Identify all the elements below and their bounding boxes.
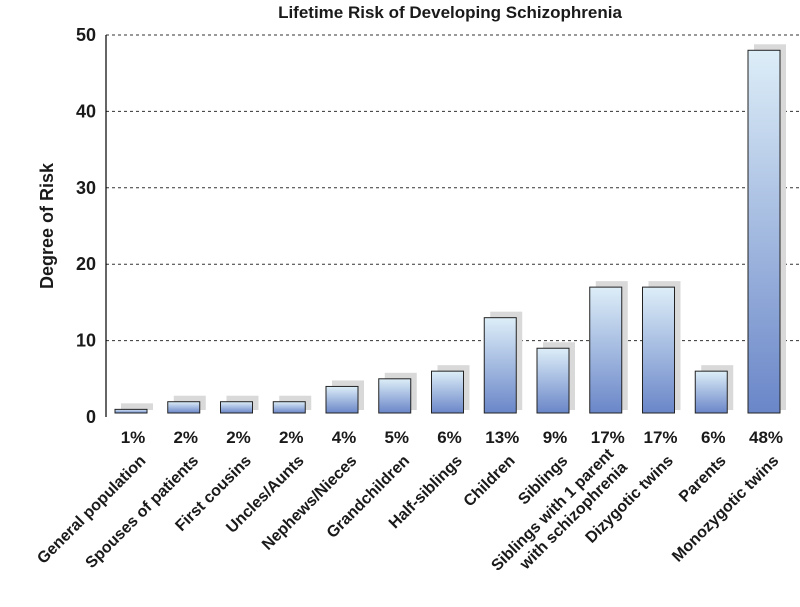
data-label: 9% bbox=[543, 428, 568, 447]
data-label: 2% bbox=[226, 428, 251, 447]
data-label: 1% bbox=[121, 428, 146, 447]
data-label: 2% bbox=[279, 428, 304, 447]
y-tick-label: 40 bbox=[76, 101, 96, 121]
data-label: 17% bbox=[591, 428, 625, 447]
data-label: 48% bbox=[749, 428, 783, 447]
bars bbox=[114, 49, 781, 414]
bar bbox=[325, 385, 359, 414]
x-tick-label: Children bbox=[461, 452, 519, 510]
bar bbox=[220, 401, 253, 414]
chart-title: Lifetime Risk of Developing Schizophreni… bbox=[278, 3, 622, 22]
data-labels: 1% 2% 2% 2% 4% 5% 6% 13% 9% 17% 17% 6% 48% bbox=[121, 428, 783, 447]
x-tick-label: Parents bbox=[676, 452, 730, 506]
data-label: 17% bbox=[643, 428, 677, 447]
bar bbox=[589, 286, 623, 414]
bar bbox=[747, 49, 781, 414]
bar bbox=[694, 370, 728, 414]
bar bbox=[483, 317, 517, 414]
y-tick-label: 10 bbox=[76, 331, 96, 351]
x-tick-label-group: Monozygotic twins bbox=[669, 452, 782, 565]
y-tick-label: 0 bbox=[86, 407, 96, 427]
bar bbox=[378, 378, 412, 414]
grid-lines bbox=[106, 34, 800, 342]
bar bbox=[114, 408, 148, 414]
y-axis-label: Degree of Risk bbox=[37, 162, 57, 289]
data-label: 6% bbox=[701, 428, 726, 447]
data-label: 6% bbox=[437, 428, 462, 447]
bar bbox=[272, 401, 306, 414]
bar bbox=[167, 401, 201, 414]
y-tick-label: 50 bbox=[76, 25, 96, 45]
data-label: 2% bbox=[173, 428, 198, 447]
bar-shadow bbox=[121, 403, 153, 410]
bar bbox=[431, 370, 464, 414]
x-tick-label-group: Children bbox=[461, 452, 519, 510]
x-tick-label-group: Nephews/Nieces bbox=[259, 452, 360, 553]
x-tick-label-group: Parents bbox=[676, 452, 730, 506]
bar-shadows bbox=[121, 44, 786, 410]
y-tick-label: 30 bbox=[76, 178, 96, 198]
x-tick-label: Monozygotic twins bbox=[669, 452, 782, 565]
y-tick-label: 20 bbox=[76, 254, 96, 274]
x-tick-label: Nephews/Nieces bbox=[259, 452, 360, 553]
data-label: 4% bbox=[332, 428, 357, 447]
bar bbox=[642, 286, 675, 414]
data-label: 13% bbox=[485, 428, 519, 447]
y-tick-labels: 0 10 20 30 40 50 bbox=[76, 25, 96, 427]
bar bbox=[536, 347, 570, 414]
data-label: 5% bbox=[384, 428, 409, 447]
